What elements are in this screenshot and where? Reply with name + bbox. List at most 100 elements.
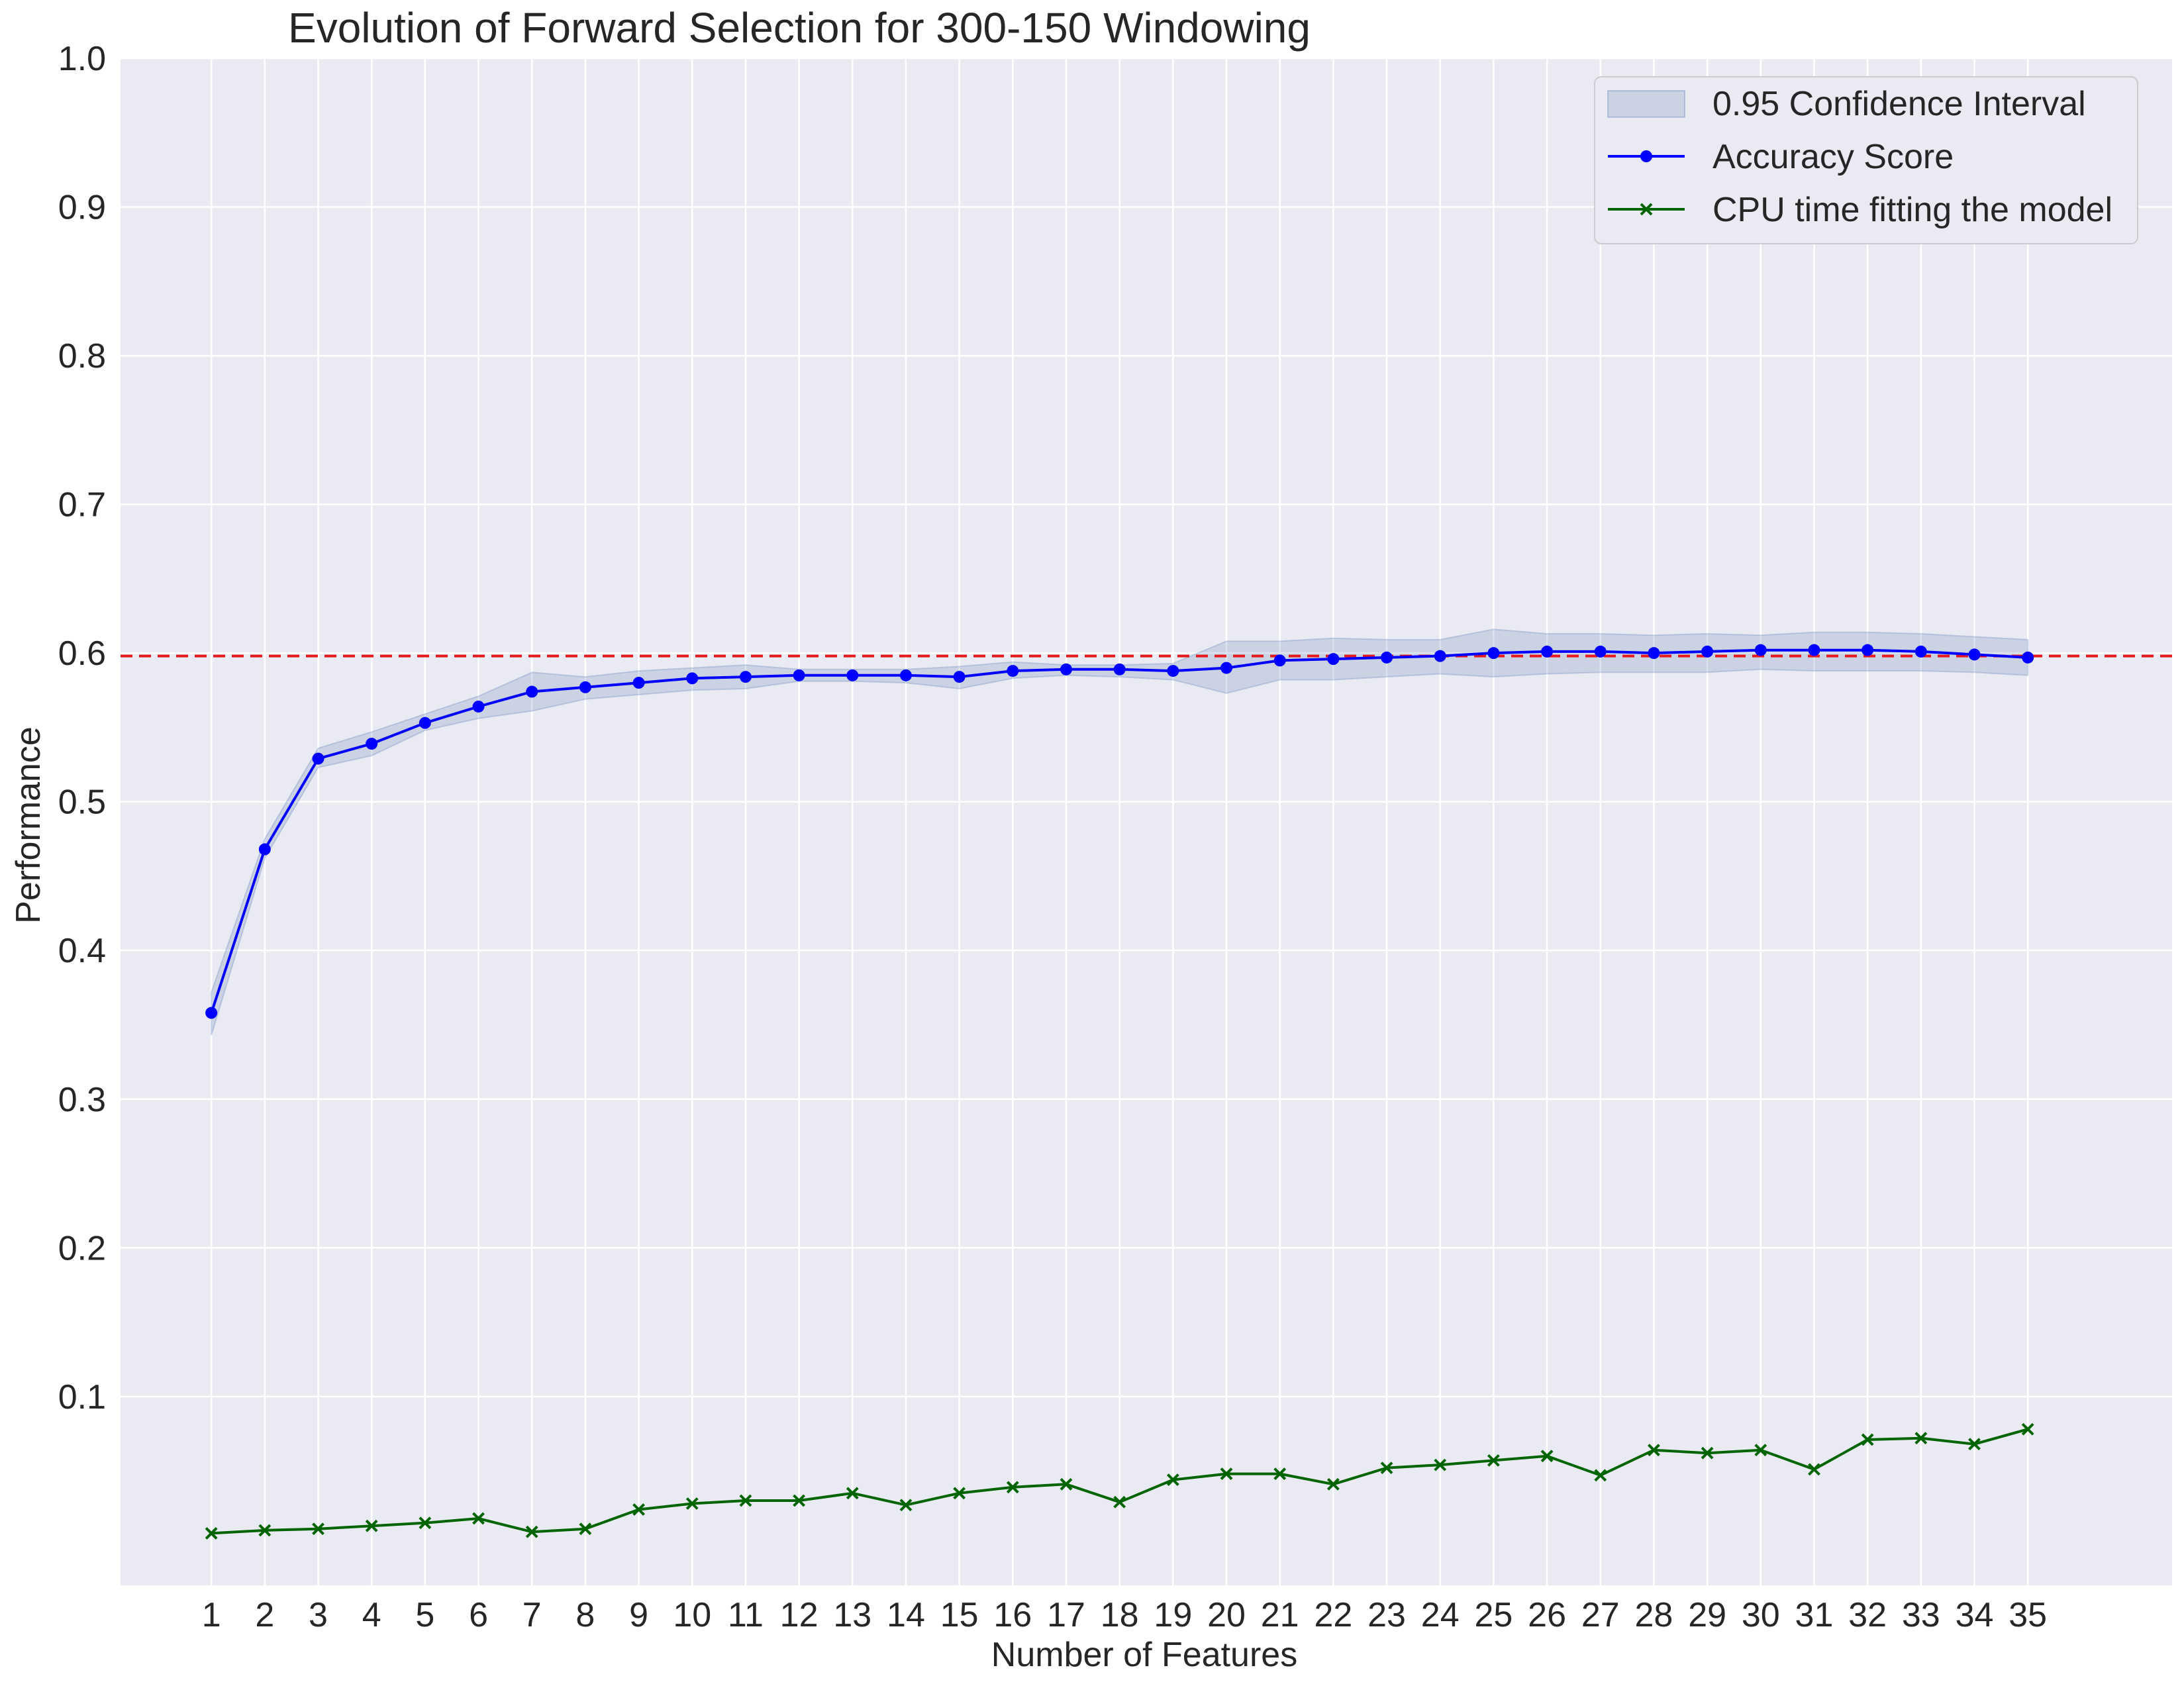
cpu-time-point <box>525 1525 538 1538</box>
cpu-time-point <box>472 1512 485 1525</box>
x-tick-label: 19 <box>1154 1596 1192 1634</box>
x-tick-label: 4 <box>362 1596 381 1634</box>
accuracy-point <box>846 669 859 681</box>
cpu-time-point <box>1968 1438 1981 1451</box>
accuracy-point <box>579 681 591 693</box>
accuracy-point <box>1381 651 1393 664</box>
accuracy-point <box>1968 648 1981 661</box>
y-tick-label: 0.3 <box>58 1081 106 1119</box>
legend-accuracy-marker <box>1640 150 1652 162</box>
y-axis-label: Performance <box>9 726 48 924</box>
x-tick-label: 8 <box>575 1596 595 1634</box>
accuracy-point <box>1060 663 1072 675</box>
cpu-time-point <box>1166 1473 1179 1486</box>
x-tick-label: 6 <box>469 1596 488 1634</box>
cpu-time-point <box>846 1487 859 1500</box>
x-tick-label: 3 <box>309 1596 328 1634</box>
x-tick-label: 30 <box>1742 1596 1780 1634</box>
cpu-time-point <box>1861 1433 1874 1446</box>
grid <box>121 57 2172 1585</box>
x-tick-label: 23 <box>1367 1596 1406 1634</box>
cpu-time-point <box>1594 1469 1607 1482</box>
x-tick-label: 25 <box>1474 1596 1513 1634</box>
cpu-time-point <box>1220 1467 1233 1481</box>
accuracy-point <box>258 843 271 856</box>
cpu-time-point <box>579 1522 592 1536</box>
accuracy-point <box>472 700 485 713</box>
x-tick-label: 21 <box>1261 1596 1299 1634</box>
cpu-time-point <box>953 1487 966 1500</box>
accuracy-point <box>793 669 805 681</box>
accuracy-point <box>205 1007 218 1019</box>
x-tick-label: 32 <box>1848 1596 1887 1634</box>
cpu-time-point <box>1914 1432 1928 1445</box>
series-layer <box>205 644 2034 1540</box>
accuracy-point <box>739 671 752 683</box>
x-tick-label: 18 <box>1101 1596 1139 1634</box>
accuracy-point <box>526 685 538 698</box>
accuracy-point <box>953 671 966 683</box>
accuracy-point <box>1808 644 1820 656</box>
cpu-time-point <box>1648 1444 1660 1457</box>
accuracy-point <box>1273 654 1286 667</box>
cpu-time-point <box>419 1516 432 1530</box>
cpu-time-point <box>1060 1477 1073 1491</box>
y-tick-label: 0.4 <box>58 932 106 970</box>
y-tick-labels: 0.1 0.2 0.3 0.4 0.5 0.6 0.7 0.8 0.9 1.0 <box>58 40 106 1416</box>
legend-box <box>1594 76 2138 244</box>
legend-cpu-marker <box>1640 203 1653 216</box>
cpu-time-point <box>632 1503 645 1516</box>
accuracy-point <box>1434 650 1446 662</box>
x-tick-labels: 1 2 3 4 5 6 7 8 9 10 11 12 13 14 15 16 17 18 19 20 21 22 23 24 2… <box>202 1596 2047 1634</box>
cpu-time-point <box>1434 1458 1447 1471</box>
x-tick-label: 34 <box>1956 1596 1994 1634</box>
x-tick-label: 5 <box>415 1596 434 1634</box>
x-tick-label: 22 <box>1314 1596 1352 1634</box>
x-tick-label: 11 <box>728 1596 764 1634</box>
confidence-band-layer <box>211 628 2029 1036</box>
accuracy-point <box>1487 647 1500 660</box>
legend-cpu-label: CPU time fitting the model <box>1712 191 2112 229</box>
cpu-time-point <box>258 1524 272 1537</box>
accuracy-point <box>1701 645 1714 658</box>
x-axis-label: Number of Features <box>991 1636 1297 1674</box>
accuracy-point <box>1007 665 1019 677</box>
y-tick-label: 0.2 <box>58 1229 106 1267</box>
x-tick-label: 17 <box>1047 1596 1085 1634</box>
x-tick-label: 15 <box>940 1596 979 1634</box>
cpu-time-point <box>1701 1446 1714 1460</box>
x-tick-label: 13 <box>833 1596 871 1634</box>
x-tick-label: 33 <box>1902 1596 1940 1634</box>
plot-background <box>121 58 2172 1585</box>
accuracy-point <box>899 669 912 681</box>
accuracy-point <box>1113 663 1126 675</box>
accuracy-point <box>2022 651 2034 664</box>
cpu-time-point <box>1487 1454 1500 1467</box>
accuracy-point <box>419 717 431 729</box>
x-tick-label: 7 <box>522 1596 542 1634</box>
x-tick-label: 9 <box>629 1596 648 1634</box>
accuracy-point <box>1754 644 1767 656</box>
x-tick-label: 24 <box>1421 1596 1460 1634</box>
accuracy-point <box>1220 662 1233 674</box>
accuracy-point <box>366 738 378 750</box>
cpu-time-point <box>1754 1444 1767 1457</box>
chart-title: Evolution of Forward Selection for 300-1… <box>288 4 1311 52</box>
accuracy-point <box>1167 665 1179 677</box>
accuracy-point <box>1861 644 1874 656</box>
x-tick-label: 27 <box>1581 1596 1620 1634</box>
cpu-time-point <box>1380 1462 1393 1475</box>
cpu-time-point <box>312 1522 324 1536</box>
x-tick-label: 14 <box>887 1596 925 1634</box>
x-tick-label: 1 <box>202 1596 221 1634</box>
x-tick-label: 10 <box>673 1596 711 1634</box>
accuracy-point <box>1541 645 1554 658</box>
cpu-time-point <box>739 1494 752 1507</box>
x-tick-label: 26 <box>1528 1596 1566 1634</box>
accuracy-point <box>1914 645 1927 658</box>
accuracy-point <box>632 677 645 689</box>
y-tick-label: 0.7 <box>58 486 106 524</box>
y-tick-label: 0.6 <box>58 634 106 673</box>
accuracy-point <box>312 752 324 765</box>
